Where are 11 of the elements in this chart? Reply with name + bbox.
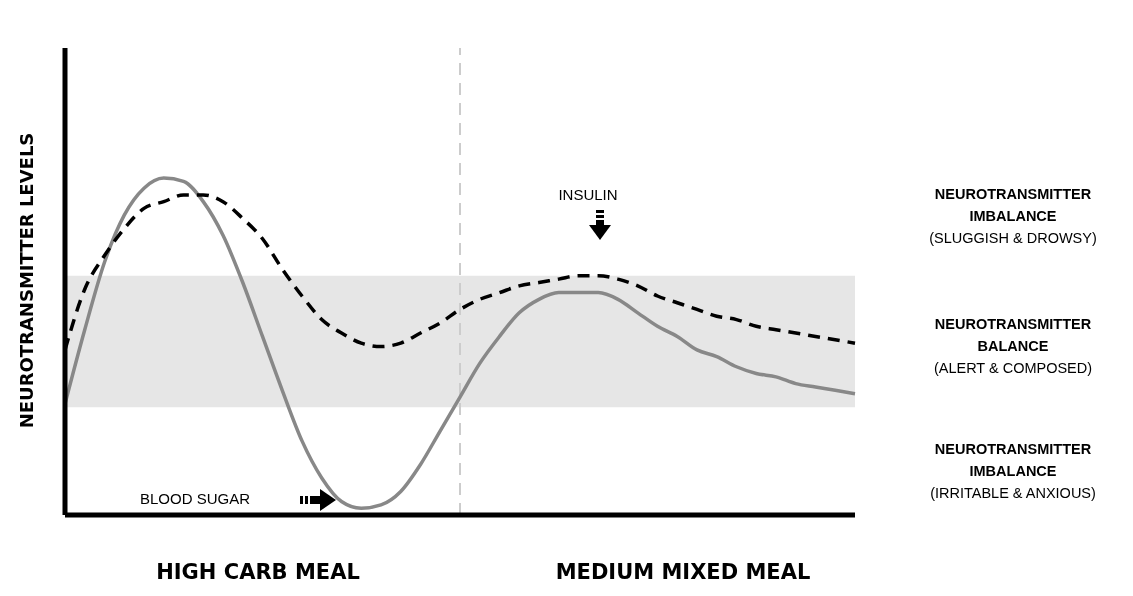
- y-axis-title: NEUROTRANSMITTER LEVELS: [15, 131, 37, 431]
- text: HIGH CARB MEAL: [155, 560, 361, 584]
- text: NEUROTRANSMITTER IMBALANCE: [933, 440, 1093, 481]
- text: MEDIUM MIXED MEAL: [554, 560, 812, 584]
- text: NEUROTRANSMITTER BALANCE: [933, 315, 1093, 356]
- text: (ALERT & COMPOSED): [932, 359, 1094, 378]
- annotation: INSULIN: [557, 186, 619, 203]
- text: (SLUGGISH & DROWSY): [928, 229, 1098, 248]
- annotation: BLOOD SUGAR: [140, 490, 251, 507]
- text: NEUROTRANSMITTER IMBALANCE: [933, 185, 1093, 226]
- text: (IRRITABLE & ANXIOUS): [929, 484, 1097, 503]
